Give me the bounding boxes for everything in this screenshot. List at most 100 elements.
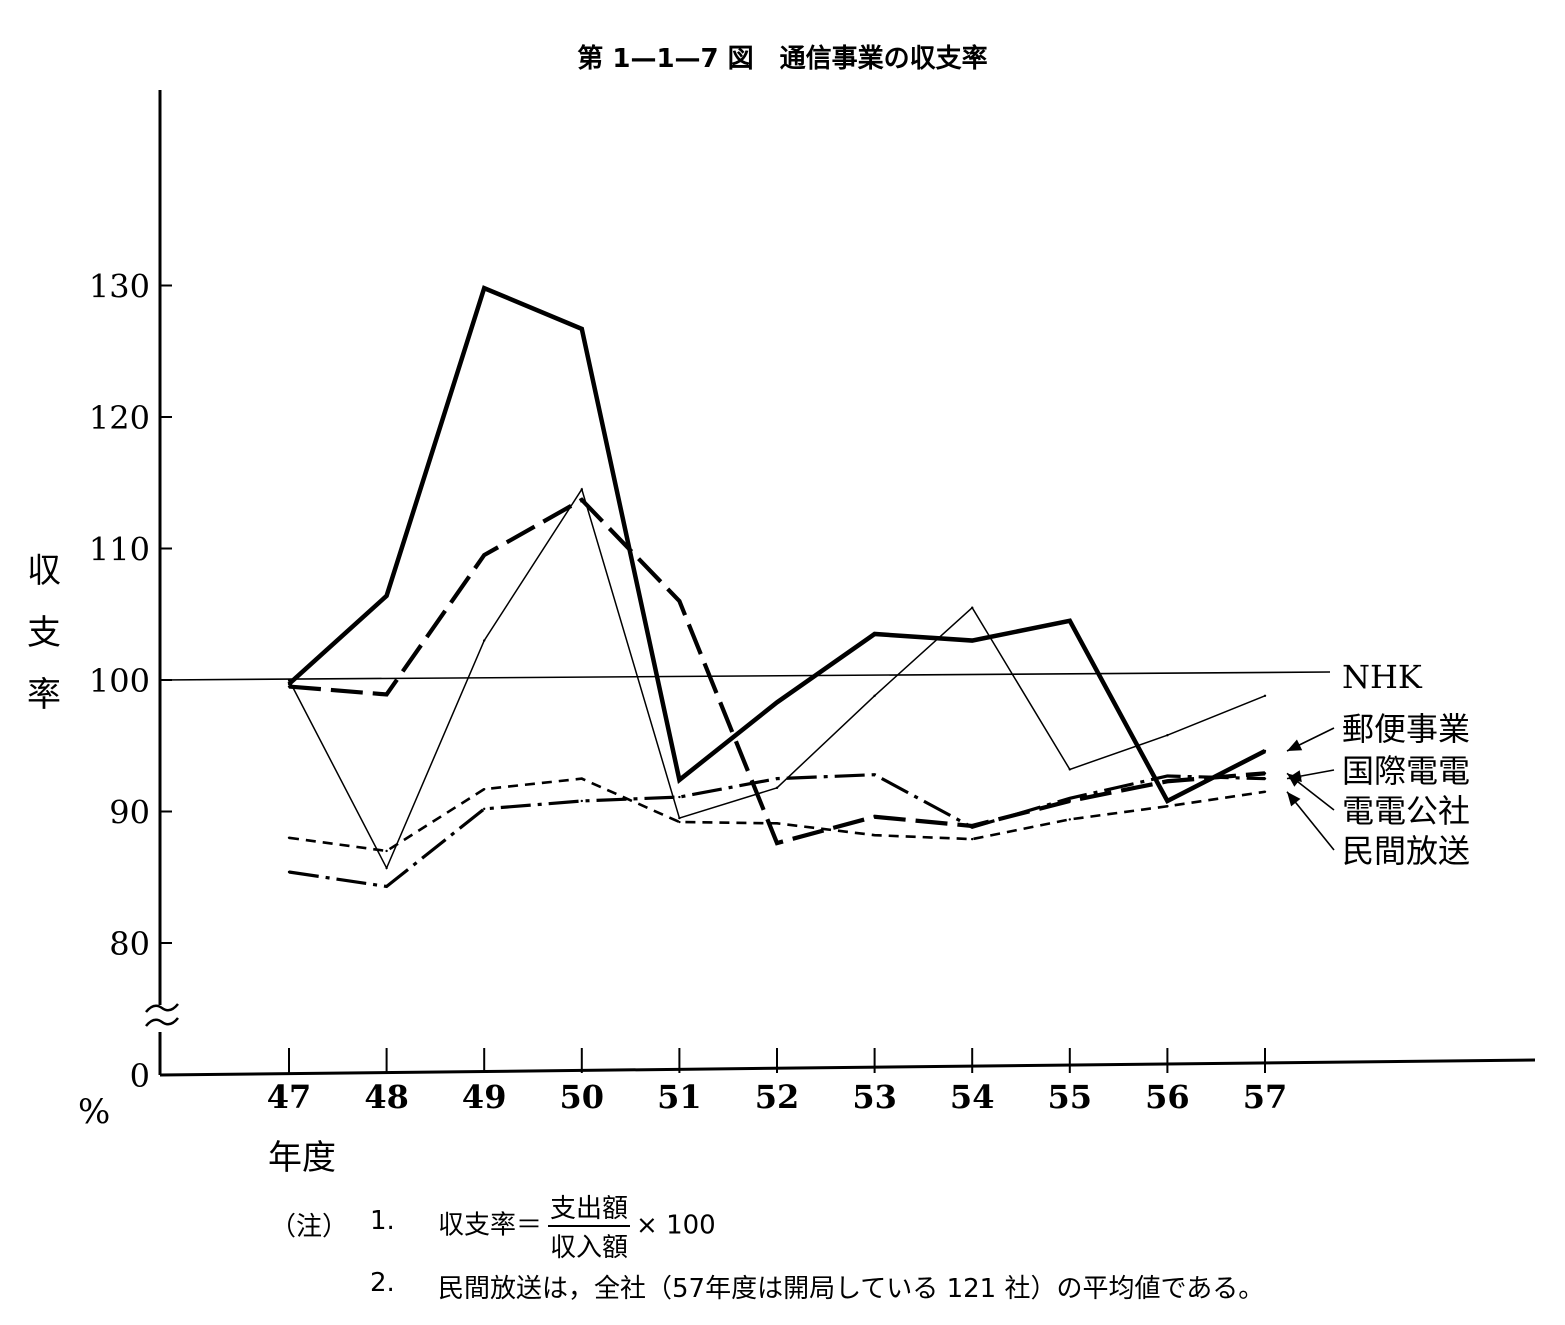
data-point xyxy=(385,885,388,888)
data-point xyxy=(775,841,779,845)
y-tick-label: 0 xyxy=(130,1057,150,1095)
data-point xyxy=(580,498,583,502)
axes: 0 80 90 100 110 120 130 47 48 49 50 51 52 53 54 55 56 57 xyxy=(89,90,1536,1116)
note-1-suffix: × 100 xyxy=(636,1210,716,1241)
data-point xyxy=(1263,694,1267,697)
data-point xyxy=(1166,780,1169,783)
legend-label-3: 電電公社 xyxy=(1342,792,1470,830)
data-point xyxy=(1068,768,1072,771)
data-point xyxy=(775,822,779,825)
data-point xyxy=(483,639,486,642)
data-point xyxy=(873,694,876,697)
data-point xyxy=(971,606,974,609)
y-axis-label-char: 収 xyxy=(27,551,61,591)
y-tick-label: 100 xyxy=(89,662,150,700)
axis-break-mark xyxy=(145,1003,179,1013)
series-line-2 xyxy=(288,773,1266,889)
x-tick-label: 55 xyxy=(1048,1078,1093,1116)
data-point xyxy=(1068,818,1072,821)
data-point xyxy=(287,836,291,839)
x-axis-label: 年度 xyxy=(268,1138,336,1178)
x-tick-label: 49 xyxy=(462,1078,507,1116)
axis-break-mark xyxy=(145,1017,179,1027)
y-axis-label-char: 支 xyxy=(27,613,61,653)
data-point xyxy=(385,594,388,598)
data-point xyxy=(678,820,681,824)
data-point xyxy=(385,866,388,870)
data-point xyxy=(678,599,681,603)
data-point xyxy=(1166,799,1169,803)
note-1-denominator: 収入額 xyxy=(550,1233,629,1263)
data-point xyxy=(873,632,876,636)
data-point xyxy=(483,807,486,811)
data-point xyxy=(678,778,681,782)
series-layer xyxy=(287,285,1267,889)
legend-arrow-head xyxy=(1287,791,1301,807)
y-tick-label: 110 xyxy=(89,531,150,569)
y-tick-label: 90 xyxy=(109,794,150,832)
note-2-index: 2. xyxy=(370,1268,395,1298)
series-line-1 xyxy=(287,285,1267,804)
note-1-index: 1. xyxy=(370,1206,395,1236)
y-tick-label: 130 xyxy=(89,268,150,306)
x-tick-label: 53 xyxy=(852,1078,897,1116)
data-point xyxy=(385,693,388,696)
data-point xyxy=(483,286,486,290)
notes-label: （注） xyxy=(270,1212,349,1242)
data-point xyxy=(1068,799,1072,803)
x-tick-label: 54 xyxy=(950,1078,995,1116)
data-point xyxy=(580,327,583,331)
data-point xyxy=(483,553,486,557)
data-point xyxy=(287,685,291,688)
data-point xyxy=(1166,774,1169,778)
data-point xyxy=(580,777,583,780)
data-point xyxy=(971,639,974,642)
x-axis-line xyxy=(159,1058,1536,1077)
data-point xyxy=(873,773,876,776)
x-tick-label: 51 xyxy=(657,1078,702,1116)
data-point xyxy=(1263,749,1267,753)
note-2-text: 民間放送は，全社（57年度は開局している 121 社）の平均値である。 xyxy=(438,1274,1265,1304)
legend-label-1: 郵便事業 xyxy=(1342,710,1470,748)
data-point xyxy=(775,701,779,704)
data-point xyxy=(775,786,779,790)
x-tick-label: 50 xyxy=(560,1078,605,1116)
data-point xyxy=(385,849,388,853)
data-point xyxy=(1263,790,1267,793)
y-tick-label: 80 xyxy=(109,925,150,963)
data-point xyxy=(971,824,974,828)
note-1-prefix: 収支率＝ xyxy=(438,1210,543,1241)
data-point xyxy=(1068,797,1072,800)
data-point xyxy=(1263,772,1267,775)
data-point xyxy=(678,816,681,820)
data-point xyxy=(580,488,583,491)
data-point xyxy=(775,777,779,780)
data-point xyxy=(971,837,974,841)
note-1-numerator: 支出額 xyxy=(548,1188,631,1227)
legend-label-2: 国際電電 xyxy=(1342,752,1470,790)
reference-line-100 xyxy=(159,671,1331,681)
legend-label-0: NHK xyxy=(1342,658,1423,696)
data-point xyxy=(873,833,876,837)
legend-arrow-head xyxy=(1287,739,1303,752)
data-point xyxy=(580,799,583,803)
data-point xyxy=(1263,777,1267,780)
x-tick-label: 57 xyxy=(1243,1078,1288,1116)
data-point xyxy=(483,787,486,791)
data-point xyxy=(678,795,681,799)
legend-arrow-head xyxy=(1287,773,1302,787)
data-point xyxy=(287,870,291,874)
data-point xyxy=(1068,619,1072,623)
data-point xyxy=(873,815,876,818)
data-point xyxy=(1166,734,1169,737)
y-tick-label: 120 xyxy=(89,399,150,437)
series-line-3 xyxy=(288,497,1266,846)
x-tick-label: 47 xyxy=(267,1078,312,1116)
data-point xyxy=(1166,805,1169,808)
y-axis-label-char: 率 xyxy=(27,675,61,715)
y-axis-unit: % xyxy=(78,1092,111,1132)
y-axis-label: 収支率 xyxy=(24,540,64,726)
x-tick-label: 48 xyxy=(364,1078,409,1116)
chart-title: 第 1—1—7 図 通信事業の収支率 xyxy=(577,44,988,74)
